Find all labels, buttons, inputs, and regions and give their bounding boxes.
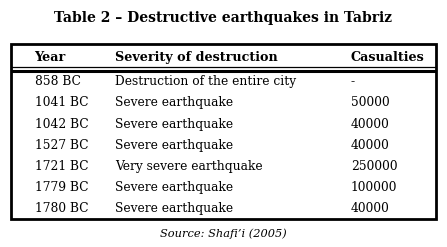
Text: 250000: 250000 — [351, 160, 397, 173]
Text: 1527 BC: 1527 BC — [34, 139, 88, 151]
Text: Source: Shafi’i (2005): Source: Shafi’i (2005) — [160, 228, 287, 239]
Text: Severity of destruction: Severity of destruction — [115, 51, 278, 64]
Text: Severe earthquake: Severe earthquake — [115, 181, 233, 194]
Text: 40000: 40000 — [351, 202, 390, 215]
Text: 1042 BC: 1042 BC — [34, 118, 88, 130]
Text: 50000: 50000 — [351, 97, 390, 109]
Text: Casualties: Casualties — [351, 51, 425, 64]
Text: Table 2 – Destructive earthquakes in Tabriz: Table 2 – Destructive earthquakes in Tab… — [55, 11, 392, 25]
Text: Severe earthquake: Severe earthquake — [115, 97, 233, 109]
Text: Very severe earthquake: Very severe earthquake — [115, 160, 263, 173]
Text: Severe earthquake: Severe earthquake — [115, 202, 233, 215]
Text: 1721 BC: 1721 BC — [34, 160, 88, 173]
Text: Destruction of the entire city: Destruction of the entire city — [115, 76, 296, 88]
Text: 1780 BC: 1780 BC — [34, 202, 88, 215]
Text: 100000: 100000 — [351, 181, 397, 194]
Text: Year: Year — [34, 51, 66, 64]
Text: 40000: 40000 — [351, 118, 390, 130]
Text: 40000: 40000 — [351, 139, 390, 151]
Text: 1041 BC: 1041 BC — [34, 97, 88, 109]
Text: 858 BC: 858 BC — [34, 76, 80, 88]
Text: -: - — [351, 76, 355, 88]
Text: Severe earthquake: Severe earthquake — [115, 139, 233, 151]
Bar — [11, 44, 436, 219]
Text: 1779 BC: 1779 BC — [34, 181, 88, 194]
Text: Severe earthquake: Severe earthquake — [115, 118, 233, 130]
